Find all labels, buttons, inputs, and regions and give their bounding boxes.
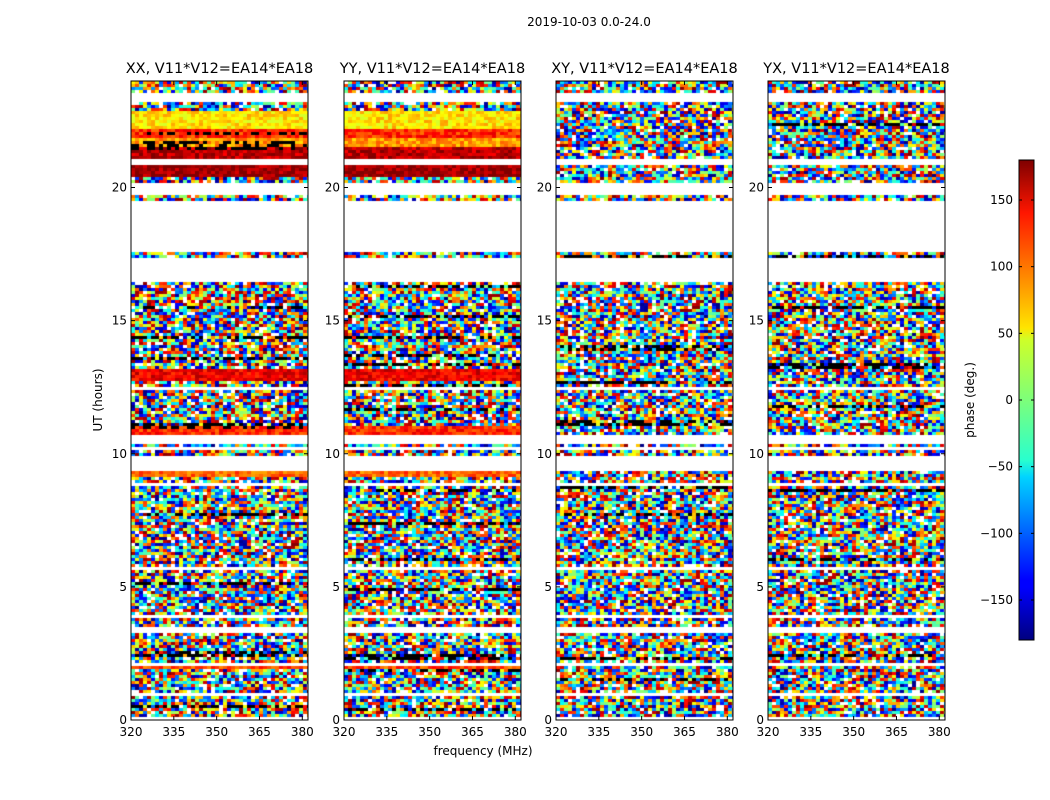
x-tick-label: 350 — [842, 725, 865, 739]
y-tick-label: 20 — [537, 181, 552, 195]
panels: XX, V11*V12=EA14*EA18 320 335 350 365 380 0 5 10… — [112, 61, 951, 739]
x-tick-label: 335 — [162, 725, 185, 739]
colorbar-label: phase (deg.) — [963, 362, 977, 438]
y-tick-label: 15 — [749, 314, 764, 328]
x-tick-label: 380 — [504, 725, 527, 739]
x-tick-label: 365 — [885, 725, 908, 739]
x-tick-label: 350 — [418, 725, 441, 739]
panel-1: YY, V11*V12=EA14*EA18 320 335 350 365 380 0 5 10… — [325, 61, 527, 739]
y-tick-label: 5 — [544, 580, 552, 594]
panel-2-title: XY, V11*V12=EA14*EA18 — [551, 61, 737, 77]
panel-0-frame — [130, 80, 309, 721]
panel-0: XX, V11*V12=EA14*EA18 320 335 350 365 380 0 5 10… — [112, 61, 314, 739]
y-tick-label: 10 — [749, 447, 764, 461]
panel-2-image — [556, 81, 733, 720]
colorbar-tick-label: −150 — [980, 593, 1013, 607]
y-tick-label: 10 — [325, 447, 340, 461]
panel-1-title: YY, V11*V12=EA14*EA18 — [339, 61, 525, 77]
panel-2: XY, V11*V12=EA14*EA18 320 335 350 365 380 0 5 10… — [537, 61, 739, 739]
y-tick-label: 15 — [537, 314, 552, 328]
x-tick-label: 335 — [799, 725, 822, 739]
y-tick-label: 5 — [332, 580, 340, 594]
x-tick-label: 320 — [333, 725, 356, 739]
colorbar-tick-label: −50 — [988, 460, 1013, 474]
x-tick-label: 365 — [461, 725, 484, 739]
colorbar-ticks: −150 −100 −50 0 50 100 150 — [980, 193, 1034, 607]
y-tick-label: 0 — [544, 713, 552, 727]
x-tick-label: 350 — [630, 725, 653, 739]
panel-3-image — [768, 81, 945, 720]
y-axis-label: UT (hours) — [91, 368, 105, 431]
colorbar-tick-label: −100 — [980, 526, 1013, 540]
panel-0-title: XX, V11*V12=EA14*EA18 — [126, 61, 314, 77]
y-tick-label: 15 — [112, 314, 127, 328]
panel-2-frame — [555, 80, 734, 721]
colorbar-tick-label: 50 — [998, 326, 1013, 340]
x-tick-label: 380 — [716, 725, 739, 739]
colorbar: −150 −100 −50 0 50 100 150 phase (deg.) — [963, 159, 1035, 641]
x-axis-label: frequency (MHz) — [433, 744, 532, 758]
y-tick-label: 5 — [119, 580, 127, 594]
panel-3: YX, V11*V12=EA14*EA18 320 335 350 365 380 0 5 10… — [749, 61, 951, 739]
y-tick-label: 15 — [325, 314, 340, 328]
panel-3-title: YX, V11*V12=EA14*EA18 — [762, 61, 949, 77]
x-tick-label: 320 — [757, 725, 780, 739]
x-tick-label: 350 — [205, 725, 228, 739]
colorbar-tick-label: 150 — [990, 193, 1013, 207]
panel-1-image — [344, 81, 521, 720]
x-tick-label: 320 — [545, 725, 568, 739]
y-tick-label: 20 — [325, 181, 340, 195]
y-tick-label: 0 — [332, 713, 340, 727]
x-tick-label: 380 — [928, 725, 951, 739]
x-tick-label: 335 — [375, 725, 398, 739]
panel-1-frame — [343, 80, 522, 721]
figure-title: 2019-10-03 0.0-24.0 — [527, 15, 651, 29]
y-tick-label: 10 — [537, 447, 552, 461]
x-tick-label: 335 — [587, 725, 610, 739]
y-tick-label: 0 — [119, 713, 127, 727]
y-tick-label: 0 — [756, 713, 764, 727]
colorbar-tick-label: 100 — [990, 260, 1013, 274]
x-tick-label: 365 — [248, 725, 271, 739]
y-tick-label: 10 — [112, 447, 127, 461]
colorbar-tick-label: 0 — [1005, 393, 1013, 407]
y-tick-label: 20 — [112, 181, 127, 195]
x-tick-label: 380 — [291, 725, 314, 739]
y-tick-label: 5 — [756, 580, 764, 594]
y-tick-label: 20 — [749, 181, 764, 195]
panel-0-image — [131, 81, 308, 720]
x-tick-label: 320 — [120, 725, 143, 739]
panel-3-frame — [767, 80, 946, 721]
x-tick-label: 365 — [673, 725, 696, 739]
